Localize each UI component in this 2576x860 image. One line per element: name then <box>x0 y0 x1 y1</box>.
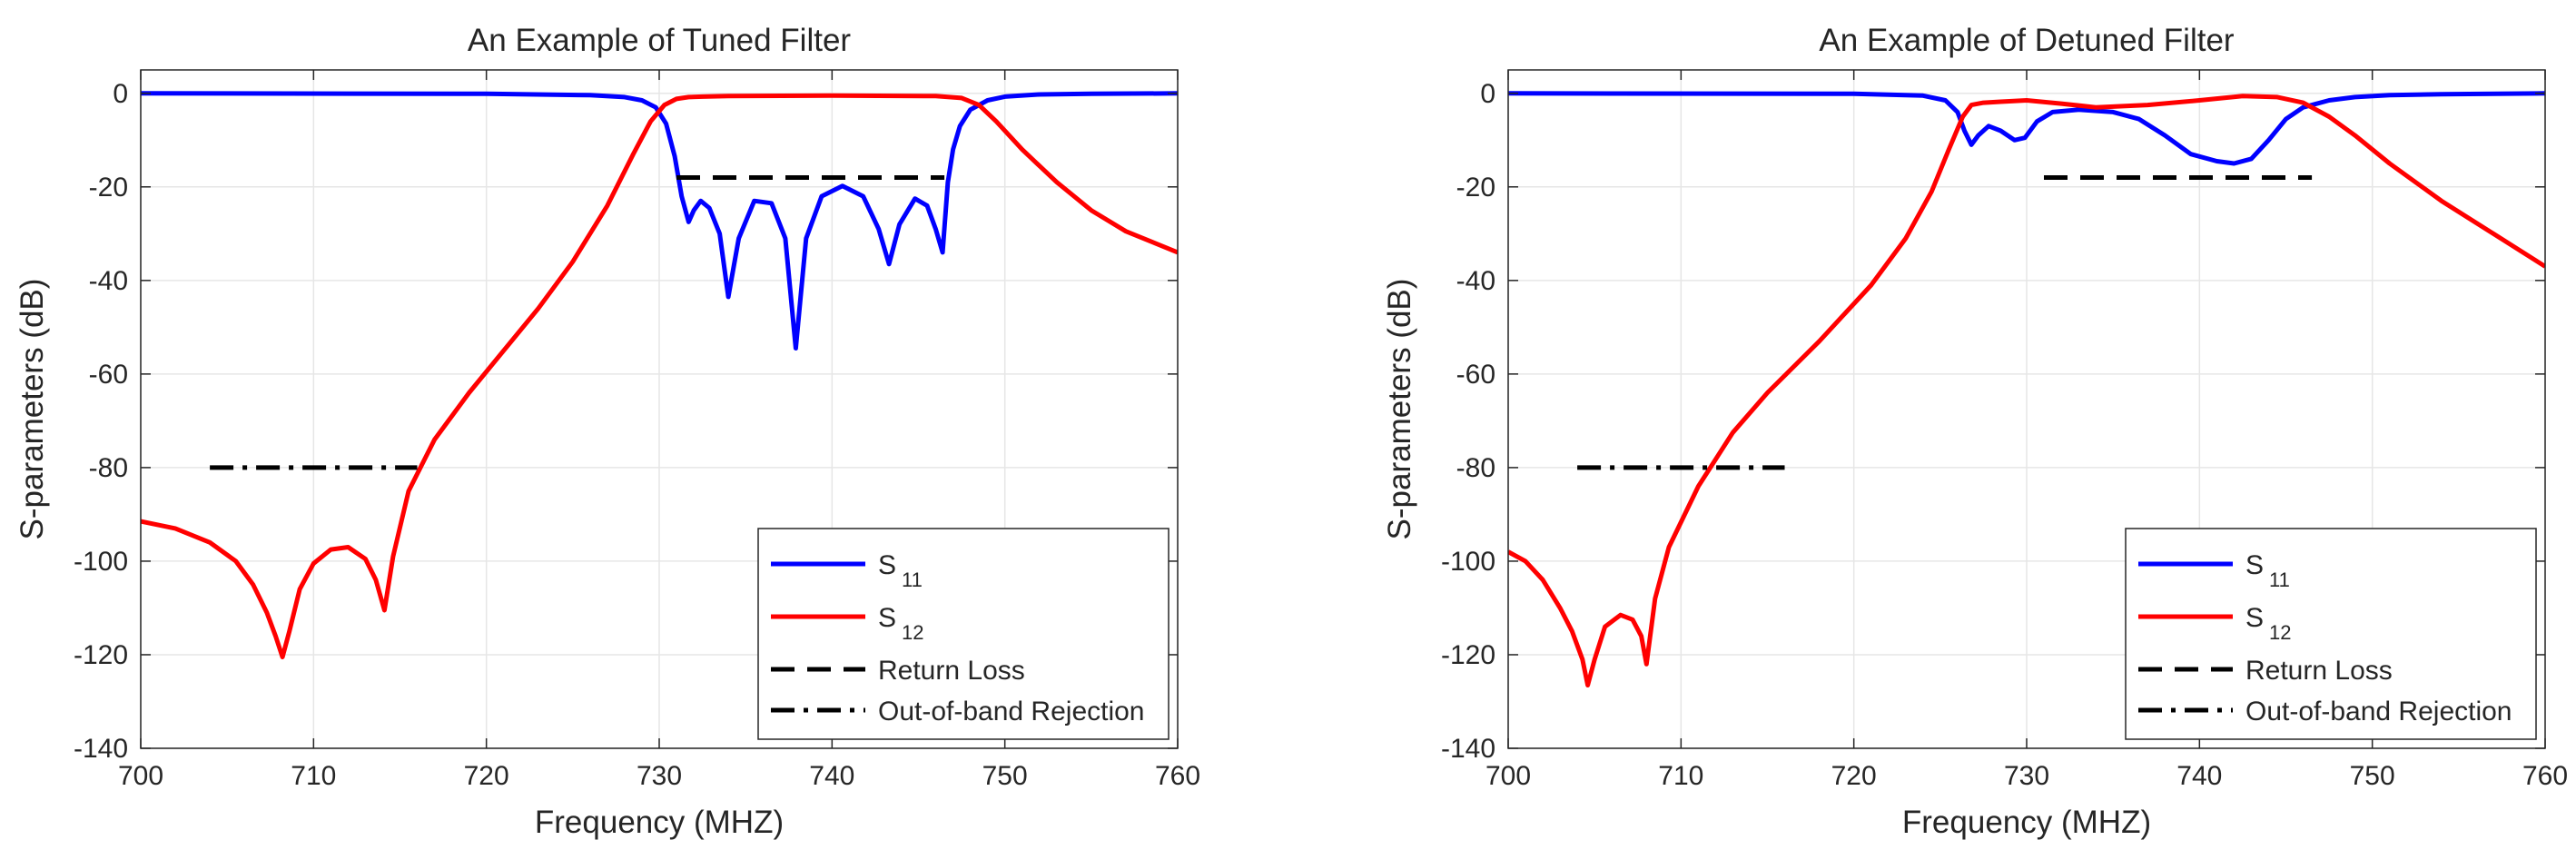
x-tick-label: 730 <box>2004 761 2049 791</box>
y-tick-label: -20 <box>89 173 128 203</box>
chart-detuned: 700 710 720 730 740 750 760 0 -20 -40 -60 -80 -100 -1… <box>1382 23 2568 840</box>
ticks: 700 710 720 730 740 750 760 0 -20 -40 -60 -80 -100 -1… <box>74 70 1200 791</box>
legend-subscript: 11 <box>2269 568 2290 591</box>
x-tick-label: 720 <box>464 761 509 791</box>
series-line-s12 <box>141 93 1178 659</box>
x-tick-label: 730 <box>637 761 682 791</box>
y-tick-label: -40 <box>89 266 128 296</box>
x-axis-label: Frequency (MHZ) <box>535 805 784 840</box>
y-tick-label: -80 <box>1456 453 1495 483</box>
y-axis-label: S-parameters (dB) <box>15 279 50 540</box>
x-axis-label: Frequency (MHZ) <box>1902 805 2151 840</box>
legend-label: Return Loss <box>878 656 1025 686</box>
series-group <box>141 91 1178 659</box>
y-tick-label: -100 <box>1441 547 1495 577</box>
y-axis-label: S-parameters (dB) <box>1382 279 1417 540</box>
series-group <box>1508 91 2545 687</box>
y-tick-label: 0 <box>1480 79 1495 109</box>
x-tick-label: 750 <box>982 761 1028 791</box>
legend-subscript: 12 <box>902 621 923 644</box>
x-tick-label: 710 <box>291 761 336 791</box>
y-tick-label: 0 <box>113 79 128 109</box>
x-tick-label: 740 <box>2176 761 2222 791</box>
legend-label: Return Loss <box>2245 656 2393 686</box>
y-tick-label: -20 <box>1456 173 1495 203</box>
legend-label: Out-of-band Rejection <box>878 697 1145 727</box>
chart-title: An Example of Tuned Filter <box>468 23 851 58</box>
y-tick-label: -40 <box>1456 266 1495 296</box>
legend-label: Out-of-band Rejection <box>2245 697 2512 727</box>
y-tick-label: -140 <box>1441 734 1495 764</box>
x-tick-label: 750 <box>2350 761 2395 791</box>
y-tick-label: -80 <box>89 453 128 483</box>
x-tick-label: 710 <box>1658 761 1703 791</box>
series-line-s11 <box>141 91 1178 351</box>
legend-subscript: 11 <box>902 568 923 591</box>
series-line-s12 <box>1508 94 2545 687</box>
y-tick-label: -120 <box>74 640 128 670</box>
x-tick-label: 740 <box>809 761 854 791</box>
y-tick-label: -120 <box>1441 640 1495 670</box>
x-tick-label: 760 <box>1155 761 1200 791</box>
chart-tuned: 700 710 720 730 740 750 760 0 -20 -40 -60 -80 -100 -1… <box>15 23 1200 840</box>
x-tick-label: 700 <box>118 761 163 791</box>
y-tick-label: -100 <box>74 547 128 577</box>
x-tick-label: 720 <box>1831 761 1877 791</box>
x-tick-label: 700 <box>1485 761 1531 791</box>
ticks: 700 710 720 730 740 750 760 0 -20 -40 -60 -80 -100 -1… <box>1441 70 2568 791</box>
y-tick-label: -140 <box>74 734 128 764</box>
legend-subscript: 12 <box>2269 621 2291 644</box>
x-tick-label: 760 <box>2522 761 2568 791</box>
y-tick-label: -60 <box>1456 360 1495 390</box>
chart-title: An Example of Detuned Filter <box>1819 23 2235 58</box>
y-tick-label: -60 <box>89 360 128 390</box>
